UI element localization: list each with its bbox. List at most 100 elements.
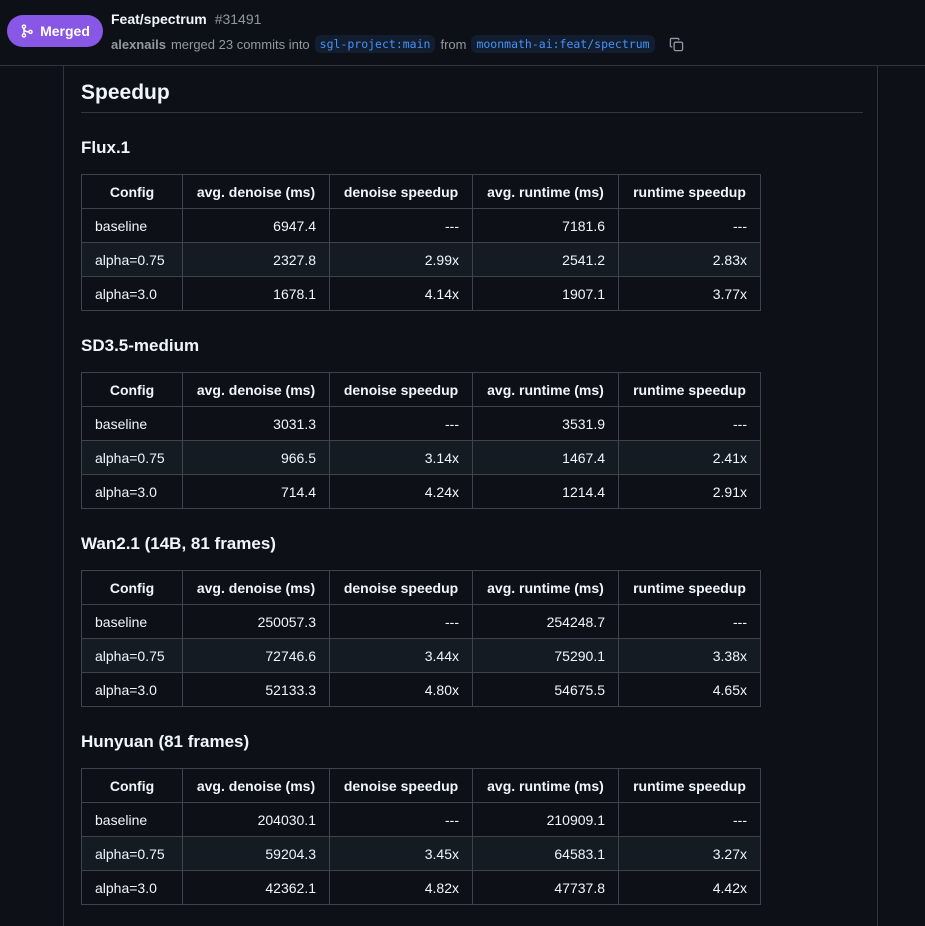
table-cell: baseline	[81, 604, 183, 639]
table-cell: 2.91x	[618, 474, 761, 509]
table-cell: 2541.2	[472, 242, 619, 277]
table-cell: 254248.7	[472, 604, 619, 639]
table-cell: 4.24x	[329, 474, 473, 509]
table-row: alpha=3.0 1678.1 4.14x 1907.1 3.77x	[81, 276, 761, 311]
table-header-row: Config avg. denoise (ms) denoise speedup av…	[81, 372, 761, 407]
from-text: from	[440, 36, 467, 52]
column-header: avg. runtime (ms)	[472, 570, 619, 605]
table-cell: 2.83x	[618, 242, 761, 277]
table-row: alpha=0.75 59204.3 3.45x 64583.1 3.27x	[81, 836, 761, 871]
pr-meta: alexnails merged 23 commits into sgl-pro…	[111, 35, 684, 53]
pr-header: Merged Feat/spectrum #31491 alexnails me…	[0, 0, 925, 66]
table-cell: 3031.3	[182, 406, 330, 441]
table-cell: 3.45x	[329, 836, 473, 871]
table-cell: 3.27x	[618, 836, 761, 871]
column-header: runtime speedup	[618, 174, 761, 209]
column-header: Config	[81, 174, 183, 209]
table-cell: 3531.9	[472, 406, 619, 441]
results-table: Config avg. denoise (ms) denoise speedup av…	[81, 570, 761, 707]
table-cell: ---	[618, 802, 761, 837]
table-cell: alpha=0.75	[81, 836, 183, 871]
table-row: alpha=0.75 966.5 3.14x 1467.4 2.41x	[81, 440, 761, 475]
column-header: avg. denoise (ms)	[182, 372, 330, 407]
section-title: Hunyuan (81 frames)	[81, 732, 250, 751]
table-cell: 6947.4	[182, 208, 330, 243]
table-row: alpha=3.0 52133.3 4.80x 54675.5 4.65x	[81, 672, 761, 707]
merge-text: merged 23 commits into	[170, 36, 310, 52]
table-cell: 1907.1	[472, 276, 619, 311]
table-cell: 4.82x	[329, 870, 473, 905]
table-row: alpha=0.75 2327.8 2.99x 2541.2 2.83x	[81, 242, 761, 277]
table-cell: 47737.8	[472, 870, 619, 905]
benchmark-section: Flux.1 Config avg. denoise (ms) denoise spe…	[81, 139, 863, 311]
table-cell: 59204.3	[182, 836, 330, 871]
copy-icon[interactable]	[669, 37, 684, 52]
table-cell: 210909.1	[472, 802, 619, 837]
benchmark-section: Wan2.1 (14B, 81 frames) Config avg. denois…	[81, 535, 863, 707]
column-header: denoise speedup	[329, 372, 473, 407]
column-header: runtime speedup	[618, 570, 761, 605]
head-branch-link[interactable]: moonmath-ai:feat/spectrum	[471, 35, 655, 53]
column-header: avg. runtime (ms)	[472, 174, 619, 209]
results-table: Config avg. denoise (ms) denoise speedup av…	[81, 174, 761, 311]
benchmark-section: Hunyuan (81 frames) Config avg. denoise (m…	[81, 733, 863, 905]
table-row: alpha=3.0 42362.1 4.82x 47737.8 4.42x	[81, 870, 761, 905]
table-cell: alpha=3.0	[81, 276, 183, 311]
table-row: alpha=3.0 714.4 4.24x 1214.4 2.91x	[81, 474, 761, 509]
table-cell: 4.80x	[329, 672, 473, 707]
table-cell: 75290.1	[472, 638, 619, 673]
table-cell: 3.77x	[618, 276, 761, 311]
merged-status-badge: Merged	[7, 15, 103, 47]
table-cell: ---	[329, 604, 473, 639]
column-header: denoise speedup	[329, 570, 473, 605]
table-cell: 54675.5	[472, 672, 619, 707]
table-cell: 204030.1	[182, 802, 330, 837]
table-cell: alpha=0.75	[81, 638, 183, 673]
table-cell: 966.5	[182, 440, 330, 475]
table-cell: ---	[618, 208, 761, 243]
git-merge-icon	[20, 24, 34, 38]
speedup-heading: Speedup	[81, 82, 863, 113]
section-title: Flux.1	[81, 138, 131, 157]
column-header: Config	[81, 570, 183, 605]
table-cell: 72746.6	[182, 638, 330, 673]
markdown-body: Speedup Flux.1 Config avg. denoise (ms) den…	[81, 66, 863, 905]
table-cell: 714.4	[182, 474, 330, 509]
column-header: runtime speedup	[618, 768, 761, 803]
column-header: Config	[81, 372, 183, 407]
column-header: denoise speedup	[329, 174, 473, 209]
table-cell: 3.44x	[329, 638, 473, 673]
table-header-row: Config avg. denoise (ms) denoise speedup av…	[81, 768, 761, 803]
table-cell: 64583.1	[472, 836, 619, 871]
table-cell: 4.65x	[618, 672, 761, 707]
table-cell: baseline	[81, 208, 183, 243]
pr-number: #31491	[214, 11, 262, 27]
table-cell: baseline	[81, 802, 183, 837]
benchmark-section: SD3.5-medium Config avg. denoise (ms) denoi…	[81, 337, 863, 509]
pr-description-box: Speedup Flux.1 Config avg. denoise (ms) den…	[63, 66, 878, 926]
table-cell: 7181.6	[472, 208, 619, 243]
table-cell: alpha=0.75	[81, 440, 183, 475]
table-cell: ---	[618, 406, 761, 441]
column-header: avg. runtime (ms)	[472, 768, 619, 803]
table-row: baseline 204030.1 --- 210909.1 ---	[81, 802, 761, 837]
table-cell: 2327.8	[182, 242, 330, 277]
table-cell: 2.99x	[329, 242, 473, 277]
column-header: avg. denoise (ms)	[182, 570, 330, 605]
section-title: Wan2.1 (14B, 81 frames)	[81, 534, 276, 553]
column-header: runtime speedup	[618, 372, 761, 407]
pr-title: Feat/spectrum	[111, 11, 207, 27]
table-cell: ---	[618, 604, 761, 639]
table-cell: alpha=3.0	[81, 672, 183, 707]
table-cell: alpha=3.0	[81, 474, 183, 509]
column-header: avg. denoise (ms)	[182, 174, 330, 209]
section-title: SD3.5-medium	[81, 336, 200, 355]
table-header-row: Config avg. denoise (ms) denoise speedup av…	[81, 174, 761, 209]
table-cell: baseline	[81, 406, 183, 441]
pr-title-row: Feat/spectrum #31491	[111, 11, 261, 27]
pr-author-link[interactable]: alexnails	[111, 36, 166, 52]
column-header: avg. denoise (ms)	[182, 768, 330, 803]
table-cell: 4.14x	[329, 276, 473, 311]
base-branch-link[interactable]: sgl-project:main	[314, 35, 436, 53]
table-row: alpha=0.75 72746.6 3.44x 75290.1 3.38x	[81, 638, 761, 673]
